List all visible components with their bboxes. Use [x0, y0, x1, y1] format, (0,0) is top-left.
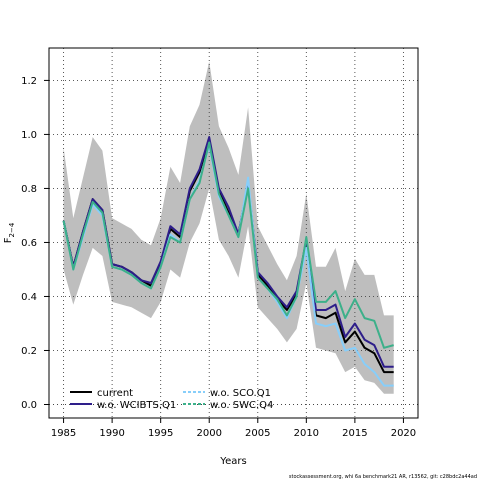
- plot-frame: [48, 47, 419, 419]
- y-tick-label: 1.2: [21, 76, 37, 87]
- x-tick-label: 2000: [196, 428, 221, 439]
- y-tick-label: 0.8: [21, 184, 37, 195]
- x-tick-label: 1990: [99, 428, 124, 439]
- confidence-band: [63, 61, 394, 394]
- series-layer: [62, 136, 394, 387]
- x-tick-label: 1995: [148, 428, 173, 439]
- confidence-band-layer: [63, 61, 394, 394]
- x-tick-label: 1985: [51, 428, 76, 439]
- y-axis-title: F2−4: [3, 222, 16, 243]
- y-tick-label: 0.2: [21, 346, 37, 357]
- y-tick-label: 0.4: [21, 292, 37, 303]
- svg-text:F2−4: F2−4: [3, 222, 16, 243]
- y-tick-label: 0.0: [21, 400, 37, 411]
- axis-layer: 1985 1990 1995 2000 2005 2010 2015 2020 0.0 0.2 0.…: [21, 76, 416, 439]
- legend-label-w-o-swc-q4: w.o. SWC.Q4: [210, 400, 273, 411]
- y-tick-label: 0.6: [21, 238, 37, 249]
- x-tick-label: 2010: [294, 428, 319, 439]
- footer-text: stockassessment.org, whi 6a benchmark21 …: [289, 474, 477, 480]
- y-tick-label: 1.0: [21, 130, 37, 141]
- y-axis-title-main: F: [3, 237, 14, 243]
- y-axis-title-subscript: 2−4: [8, 222, 16, 237]
- x-tick-label: 2020: [391, 428, 416, 439]
- legend-label-current: current: [97, 388, 133, 399]
- grid-layer: [49, 48, 418, 418]
- series-line-w-o-swc-q4: [62, 141, 394, 349]
- x-axis-title: Years: [219, 456, 246, 467]
- x-tick-label: 2015: [342, 428, 367, 439]
- x-tick-label: 2005: [245, 428, 270, 439]
- legend-label-w-o-sco-q1: w.o. SCO.Q1: [210, 388, 271, 399]
- legend-label-w-o-wcibts-q1: w.o. WCIBTS.Q1: [97, 400, 176, 411]
- series-line-w-o-wcibts-q1: [62, 136, 394, 368]
